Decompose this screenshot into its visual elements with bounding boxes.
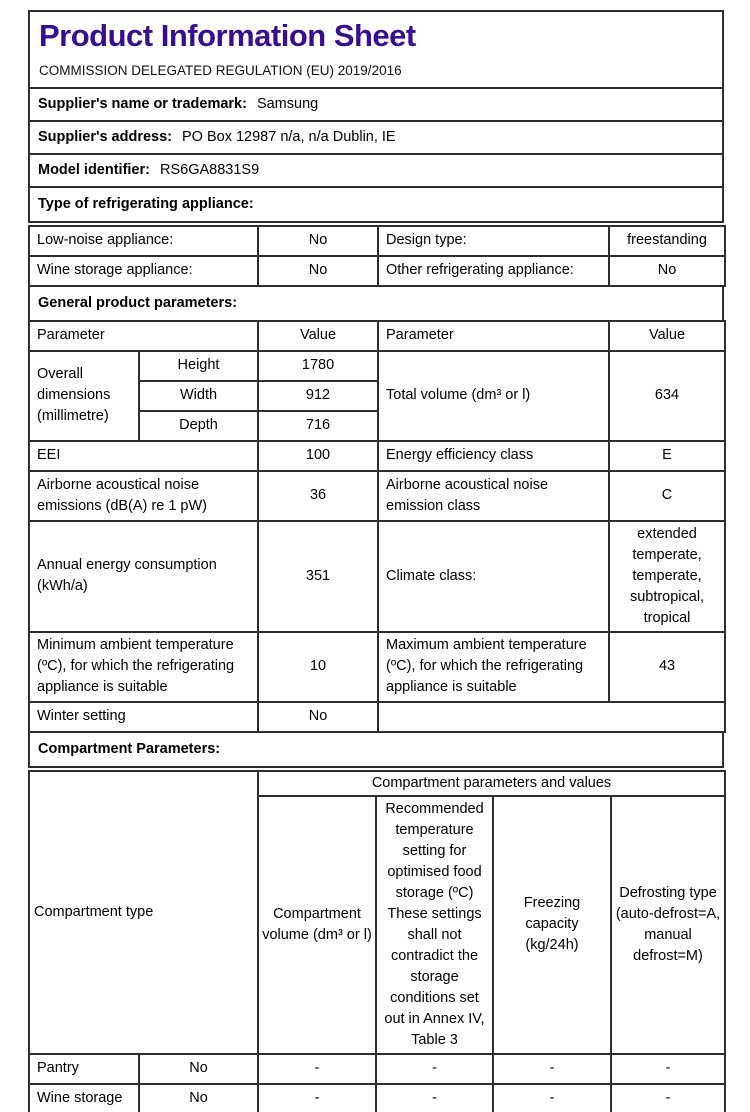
compartment-present: No	[138, 1082, 259, 1112]
compartment-type: Pantry	[28, 1052, 140, 1085]
general-parameters-table: Parameter Value Parameter Value Overall …	[27, 319, 727, 733]
supplier-name-value: Samsung	[256, 95, 319, 112]
appliance-type-table: Low-noise appliance: No Design type: fre…	[28, 224, 726, 287]
table-row: Airborne acoustical noise emissions (dB(…	[27, 469, 727, 522]
page-title: Product Information Sheet	[39, 18, 416, 53]
compartment-volume: -	[257, 1052, 377, 1085]
table-row: Wine storage No - - - -	[28, 1082, 726, 1112]
compartment-present: No	[138, 1052, 259, 1085]
table-row: Width 912	[29, 379, 725, 412]
column-header: Value	[608, 319, 727, 352]
table-header-row: Compartment volume (dm³ or l) Recommende…	[29, 794, 726, 1055]
compartment-volume: -	[257, 1082, 377, 1112]
compartment-type-header: Compartment type	[28, 769, 259, 1055]
table-row: Wine storage appliance: No Other refrige…	[28, 254, 726, 287]
table-row: EEI 100 Energy efficiency class E	[27, 439, 727, 472]
column-header: Parameter	[27, 319, 260, 352]
param-label: Energy efficiency class	[377, 439, 611, 472]
empty-cell	[377, 700, 727, 733]
dimension-name: Width	[137, 379, 260, 412]
compartment-defrost: -	[610, 1052, 726, 1085]
table-row: Low-noise appliance: No Design type: fre…	[28, 224, 726, 257]
dimension-name: Height	[137, 349, 260, 382]
param-label: EEI	[27, 439, 260, 472]
compartment-freezing: -	[492, 1082, 612, 1112]
param-label: Total volume (dm³ or l)	[377, 349, 611, 442]
dimension-value: 716	[257, 409, 380, 442]
column-header: Recommended temperature setting for opti…	[375, 794, 494, 1055]
param-value: 43	[608, 630, 727, 703]
group-header: Compartment parameters and values	[257, 769, 726, 797]
compartment-temp: -	[375, 1052, 494, 1085]
param-label: Annual energy consumption (kWh/a)	[27, 519, 260, 633]
compartment-temp: -	[375, 1082, 494, 1112]
table-row: Depth 716	[29, 409, 725, 442]
general-section-heading: General product parameters:	[28, 284, 724, 322]
compartment-parameters-table: Compartment type Compartment parameters …	[28, 769, 726, 1112]
supplier-address-value: PO Box 12987 n/a, n/a Dublin, IE	[182, 128, 396, 145]
compartment-defrost: -	[610, 1082, 726, 1112]
column-header: Freezing capacity (kg/24h)	[492, 794, 612, 1055]
param-value: No	[608, 254, 726, 287]
compartment-type: Wine storage	[28, 1082, 140, 1112]
dimension-value: 912	[257, 379, 380, 412]
supplier-address-row: Supplier's address: PO Box 12987 n/a, n/a…	[28, 119, 724, 155]
table-header-row: Compartment type Compartment parameters …	[28, 769, 726, 1055]
sheet-body: Product Information Sheet COMMISSION DEL…	[27, 10, 727, 1112]
compartment-freezing: -	[492, 1052, 612, 1085]
param-value: 100	[257, 439, 380, 472]
param-value: extended temperate, temperate, subtropic…	[608, 519, 727, 633]
column-header: Value	[257, 319, 380, 352]
param-value: 634	[608, 349, 727, 442]
dimension-name: Depth	[137, 409, 260, 442]
model-identifier-value: RS6GA8831S9	[159, 161, 260, 178]
param-label: Minimum ambient temperature (ºC), for wh…	[27, 630, 260, 703]
param-label: Airborne acoustical noise emissions (dB(…	[27, 469, 260, 522]
supplier-name-label: Supplier's name or trademark:	[38, 95, 247, 112]
dimensions-label: Overall dimensions (millimetre)	[28, 349, 140, 442]
param-label: Winter setting	[27, 700, 260, 733]
param-label: Climate class:	[377, 519, 611, 633]
column-header: Compartment volume (dm³ or l)	[257, 794, 377, 1055]
param-value: 351	[257, 519, 380, 633]
regulation-subtitle: COMMISSION DELEGATED REGULATION (EU) 201…	[39, 62, 402, 78]
supplier-address-label: Supplier's address:	[38, 128, 172, 145]
param-value: freestanding	[608, 224, 726, 257]
param-label: Other refrigerating appliance:	[377, 254, 610, 287]
type-section-heading: Type of refrigerating appliance:	[28, 185, 724, 223]
param-value: No	[257, 224, 379, 257]
table-row: Pantry No - - - -	[28, 1052, 726, 1085]
param-value: 10	[257, 630, 380, 703]
table-row: Minimum ambient temperature (ºC), for wh…	[27, 630, 727, 703]
table-row: Overall dimensions (millimetre) Height 1…	[28, 349, 727, 442]
model-identifier-row: Model identifier: RS6GA8831S9	[28, 152, 724, 188]
param-label: Airborne acoustical noise emission class	[377, 469, 611, 522]
table-row: Winter setting No	[27, 700, 727, 733]
param-label: Low-noise appliance:	[28, 224, 259, 257]
param-value: 36	[257, 469, 380, 522]
model-identifier-label: Model identifier:	[38, 161, 150, 178]
title-section: Product Information Sheet COMMISSION DEL…	[28, 10, 724, 89]
param-value: C	[608, 469, 727, 522]
param-value: No	[257, 700, 380, 733]
supplier-name-row: Supplier's name or trademark: Samsung	[28, 86, 724, 122]
table-row: Annual energy consumption (kWh/a) 351 Cl…	[27, 519, 727, 633]
compartment-section-heading: Compartment Parameters:	[28, 730, 724, 768]
param-value: E	[608, 439, 727, 472]
dimension-value: 1780	[257, 349, 380, 382]
column-header: Parameter	[377, 319, 611, 352]
column-header: Defrosting type (auto-defrost=A, manual …	[610, 794, 726, 1055]
param-label: Maximum ambient temperature (ºC), for wh…	[377, 630, 611, 703]
param-label: Design type:	[377, 224, 610, 257]
param-label: Wine storage appliance:	[28, 254, 259, 287]
param-value: No	[257, 254, 379, 287]
table-header-row: Parameter Value Parameter Value	[27, 319, 727, 352]
